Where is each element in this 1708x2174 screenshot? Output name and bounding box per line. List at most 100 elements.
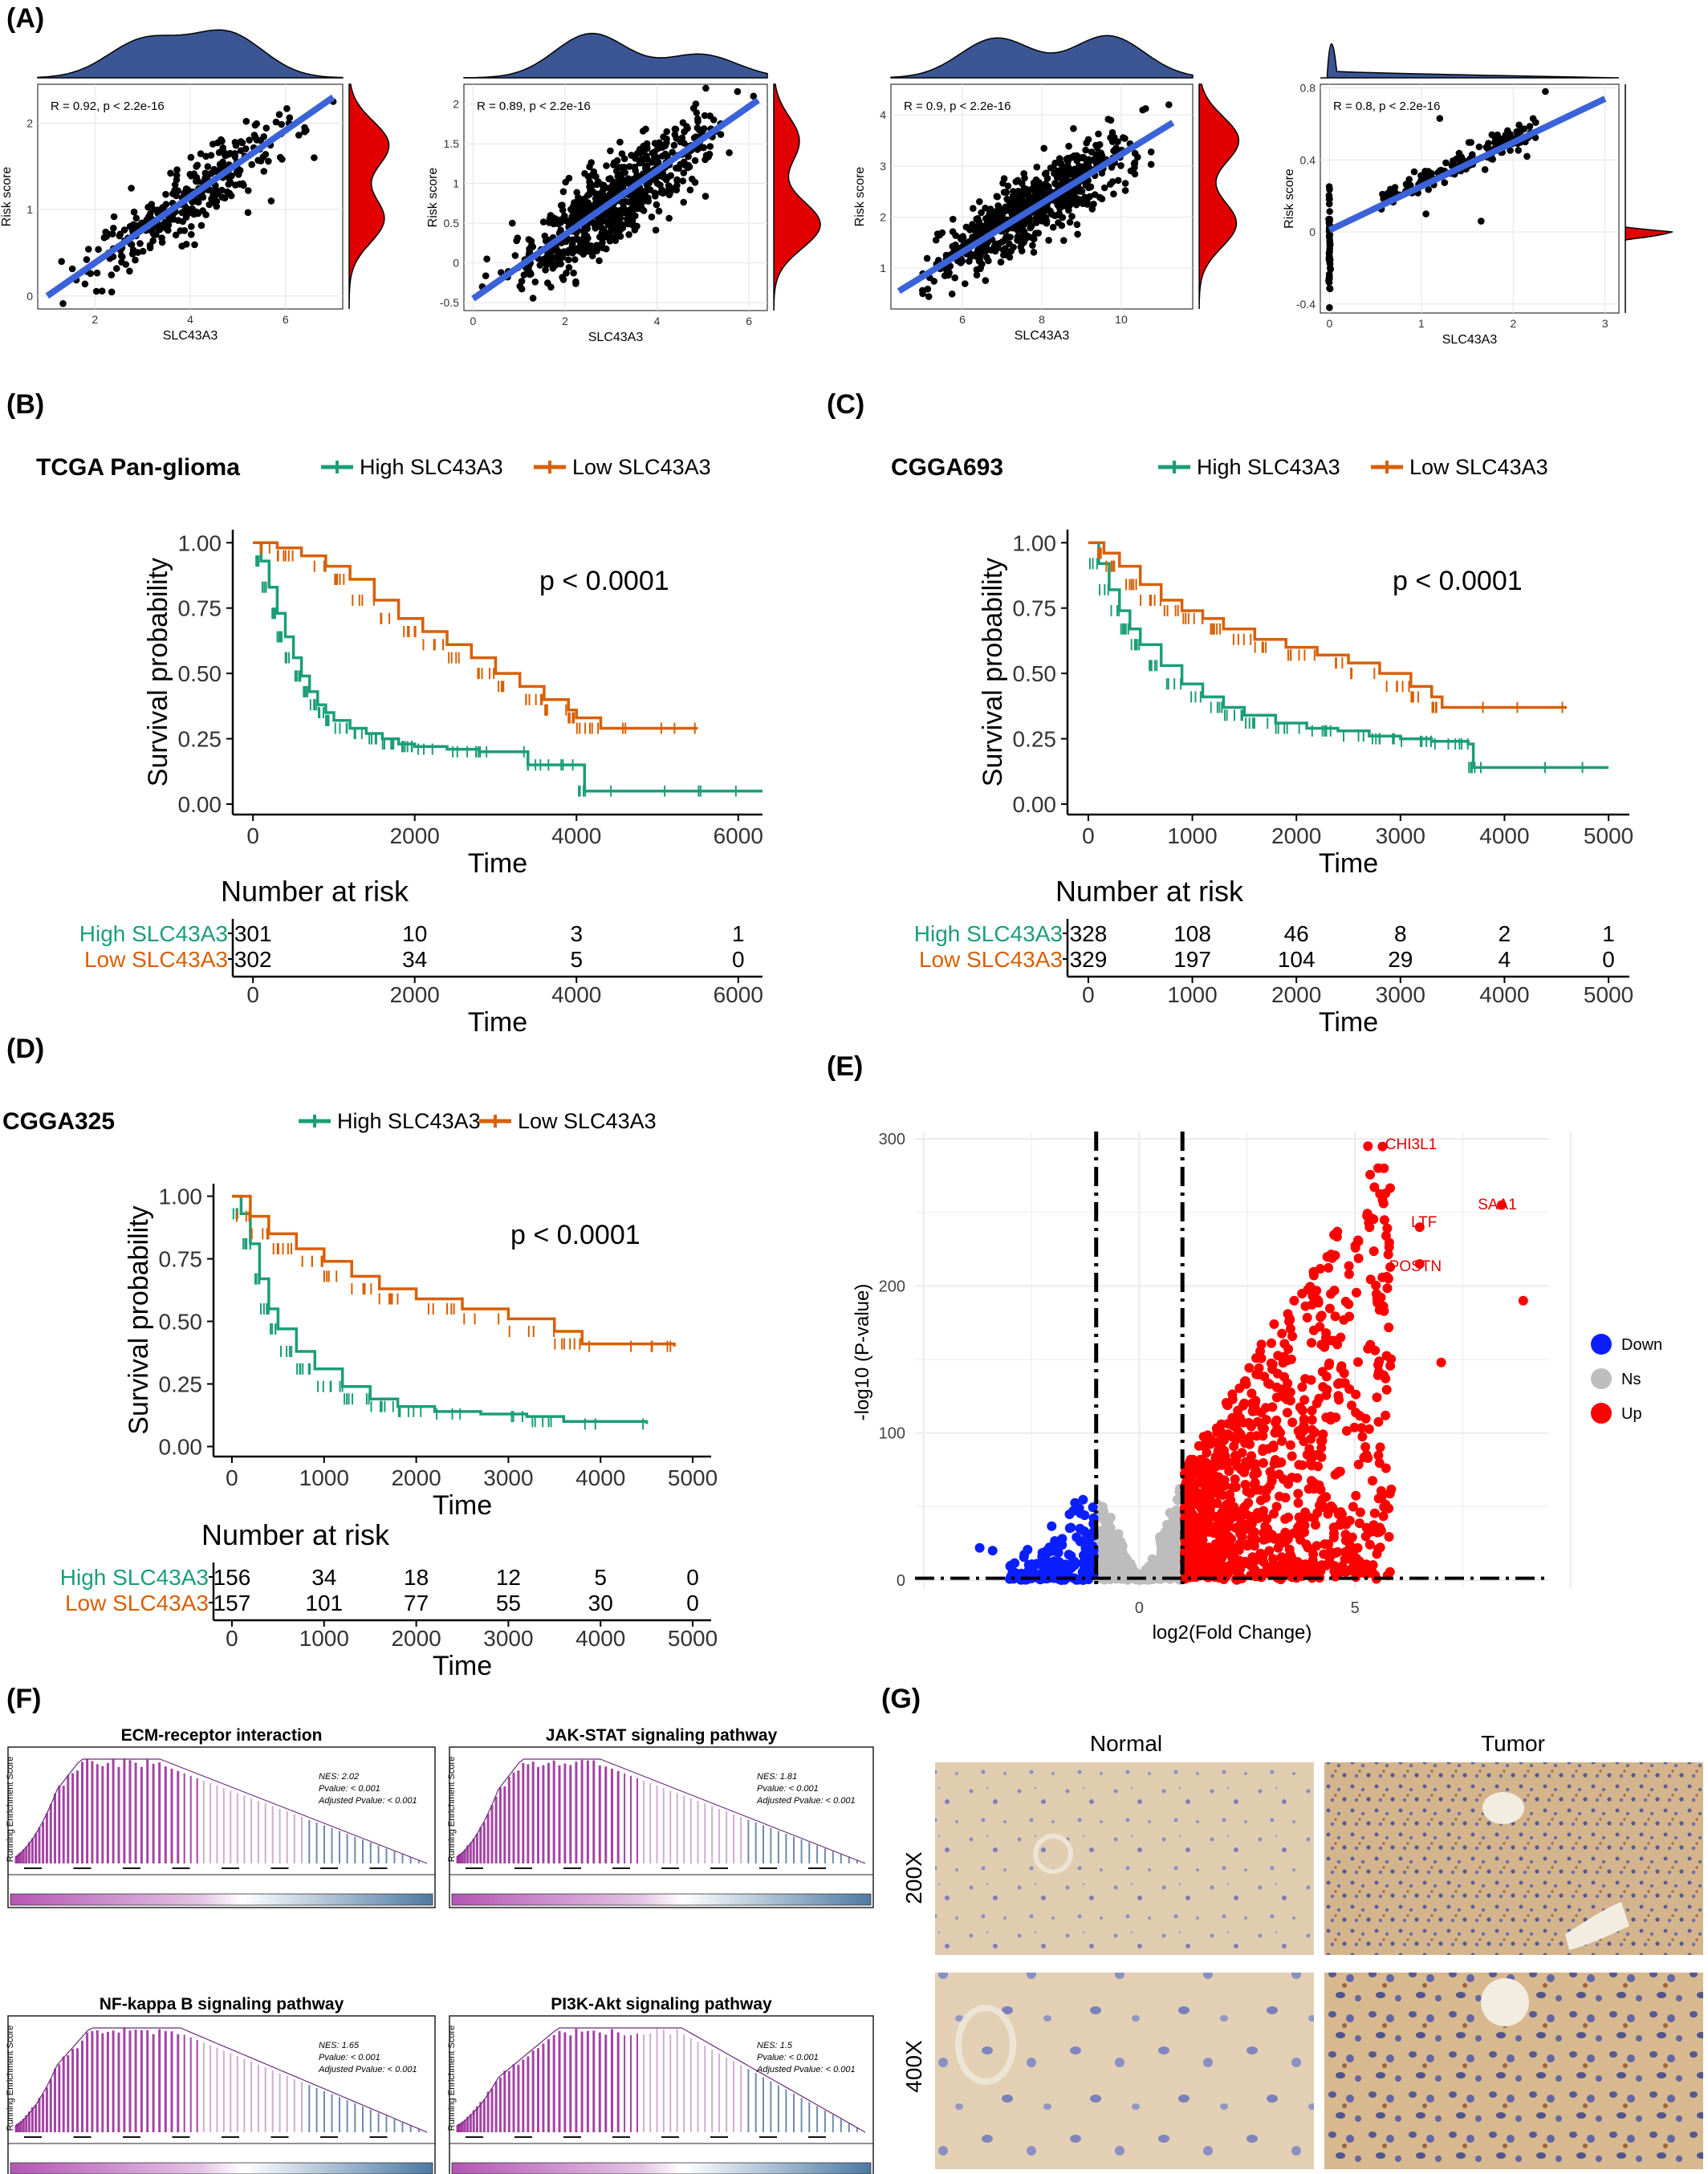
data-point [651,148,658,156]
data-point [1170,1522,1180,1532]
data-point [1348,1501,1358,1512]
data-point [128,185,135,192]
data-point [1271,1501,1282,1512]
data-point [555,255,563,262]
data-point [232,181,239,189]
data-point [1344,1261,1354,1271]
data-point [628,152,636,160]
data-point [1307,1415,1317,1425]
x-axis-title: SLC43A3 [1442,333,1498,347]
data-point [1316,1485,1326,1495]
density-right [773,83,821,311]
risk-x-tick-label: 4000 [551,982,601,1007]
data-point [616,233,624,240]
data-point [162,190,169,198]
data-point [600,181,608,189]
data-point [978,209,985,217]
data-point [1043,174,1051,182]
data-point [1332,1339,1343,1350]
data-point [1082,146,1089,154]
legend-entry: High SLC43A3 [360,455,503,479]
data-point [750,92,758,100]
data-point [1321,1328,1332,1339]
data-point [1134,153,1141,161]
data-point [1293,1489,1303,1499]
data-point [1218,1538,1229,1549]
data-point [150,230,157,238]
data-point [613,156,621,165]
panel-label-c: (C) [827,389,864,420]
risk-x-axis-title: Time [433,1651,492,1681]
data-point [1079,154,1087,162]
data-point [1066,1522,1076,1533]
data-point [1515,121,1523,129]
data-point [642,164,649,171]
panel-label-g: (G) [881,1684,921,1714]
data-point [1055,155,1063,162]
data-point [1180,1542,1190,1553]
data-point [1163,1557,1173,1566]
data-point [1385,1262,1396,1272]
data-point [588,159,595,166]
data-point [1000,189,1008,196]
data-point [1518,1295,1528,1306]
data-point [734,87,742,95]
data-point [1332,1232,1342,1241]
data-point [982,277,990,284]
legend-entry: High SLC43A3 [337,1109,481,1133]
data-point [950,215,957,223]
x-tick-label: 6 [959,313,966,326]
data-point [1316,1452,1327,1462]
data-point [1254,1513,1264,1523]
data-point [543,253,551,261]
data-point [1378,1511,1389,1522]
data-point [1436,1357,1446,1367]
data-point [1038,206,1046,214]
risk-x-tick-label: 5000 [1584,982,1633,1007]
censor-marks [1088,558,1584,774]
gsea-nes: NES: 1.81 [757,1772,797,1782]
data-point [1348,1543,1358,1554]
y-tick-label: 4 [880,108,886,121]
data-point [1312,1508,1323,1518]
data-point [68,265,76,273]
data-point [1441,179,1449,186]
gsea-hit-bars [456,1760,858,1863]
data-point [158,234,165,242]
data-point [607,147,614,155]
data-point [1526,123,1534,130]
data-point [1227,1389,1238,1400]
data-point [557,226,564,234]
data-point [1031,235,1038,243]
data-point [976,198,983,205]
data-point [1326,285,1334,293]
data-point [204,163,212,170]
data-point [1024,233,1032,240]
data-point [652,226,660,234]
data-point [613,221,620,230]
data-point [998,238,1007,246]
data-point [584,173,592,181]
data-point [936,231,943,239]
risk-count: 8 [1394,921,1407,946]
risk-count: 108 [1173,921,1211,946]
risk-x-axis-title: Time [468,1007,527,1038]
y-tick-label: 1.00 [1013,530,1057,555]
data-point [1070,1497,1080,1508]
data-point [1030,249,1038,256]
data-point [108,271,116,278]
data-point [242,145,250,152]
data-point [678,134,686,142]
data-point [1131,170,1139,178]
data-point [1352,1287,1361,1298]
data-point [1268,1554,1279,1564]
data-point [1324,1262,1334,1273]
data-point [1252,1416,1263,1427]
data-point [1307,1291,1318,1301]
data-point [653,201,661,209]
data-point [1058,170,1066,178]
data-point [113,265,120,272]
data-point [646,186,654,193]
data-point [1007,247,1015,255]
data-point [1226,1550,1237,1561]
